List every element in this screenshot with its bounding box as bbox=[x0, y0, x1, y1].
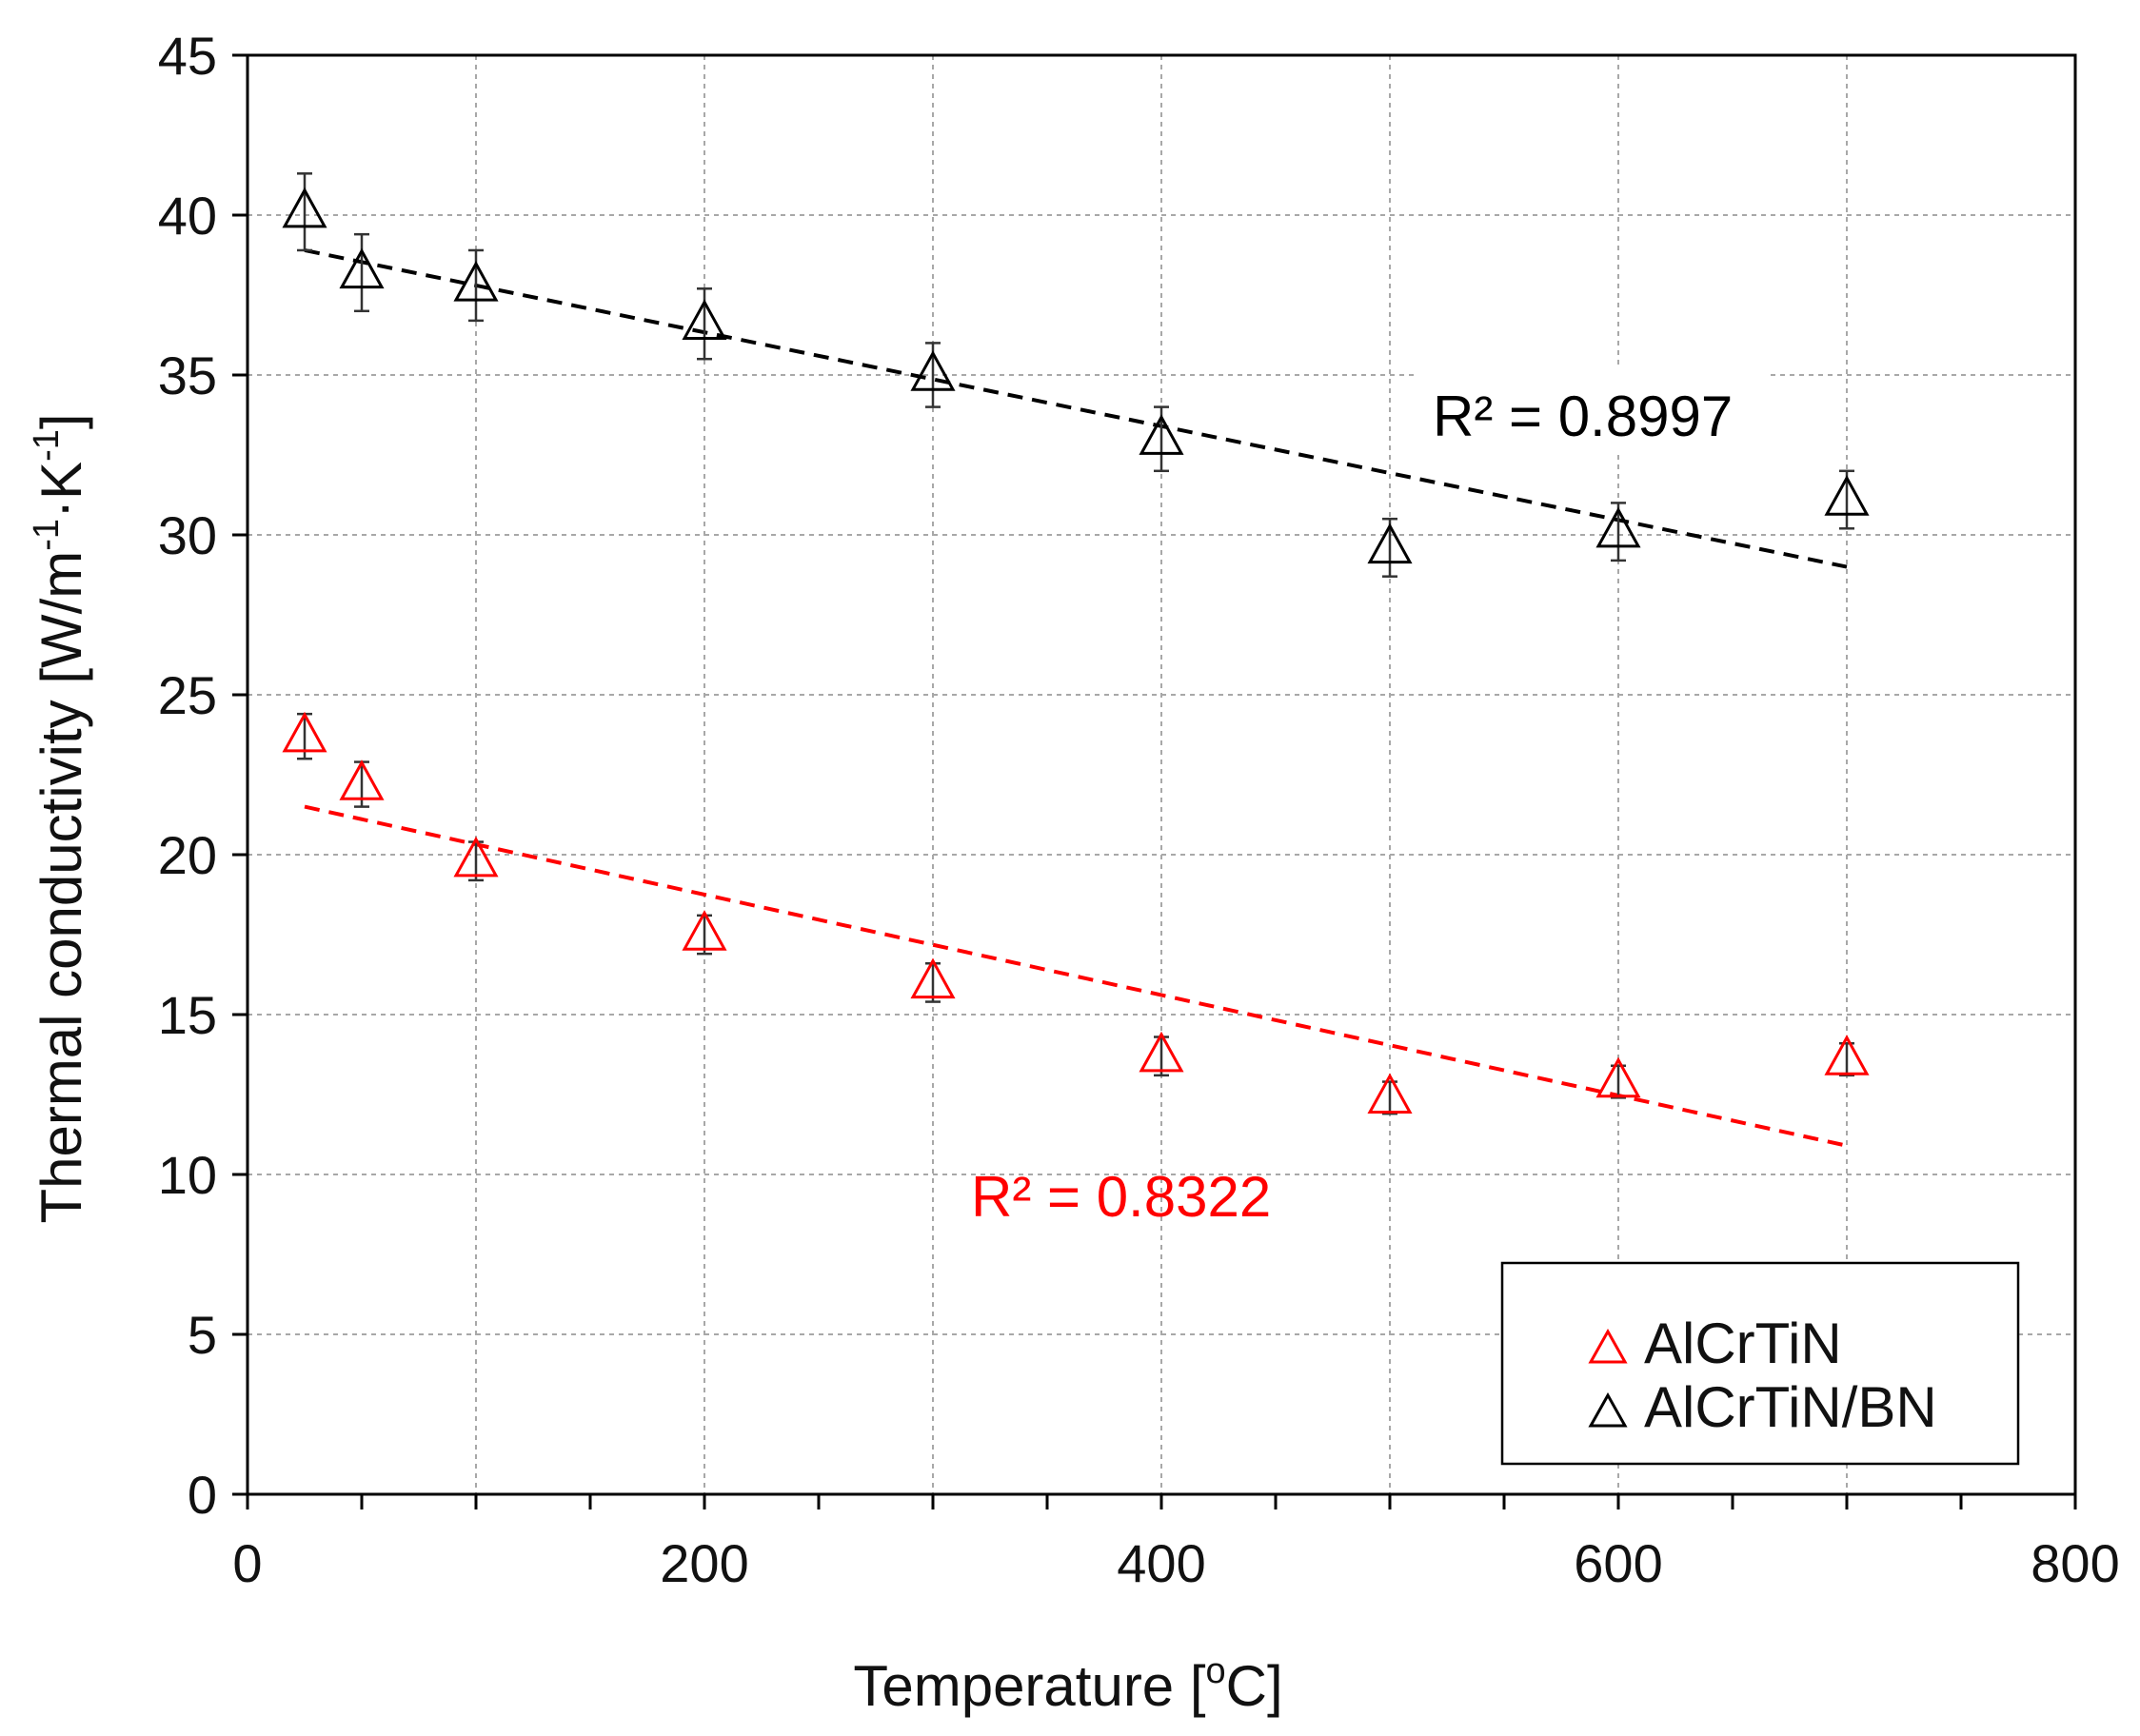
x-tick-label: 600 bbox=[1574, 1533, 1662, 1593]
marker-triangle bbox=[1139, 414, 1184, 455]
data-point-alcrtin-bn bbox=[282, 172, 327, 252]
marker-triangle bbox=[282, 711, 327, 753]
data-point-alcrtin-bn bbox=[453, 248, 499, 323]
trendline-alcrtin-bn bbox=[304, 248, 1848, 569]
data-point-alcrtin bbox=[1139, 1031, 1184, 1077]
data-point-alcrtin-bn bbox=[910, 342, 956, 408]
legend: AlCrTiN AlCrTiN/BN bbox=[1500, 1261, 2020, 1466]
y-tick-label: 0 bbox=[188, 1465, 217, 1525]
marker-triangle bbox=[682, 910, 727, 951]
marker-triangle bbox=[910, 957, 956, 999]
data-point-alcrtin-bn bbox=[1367, 517, 1413, 578]
marker-triangle bbox=[682, 299, 727, 340]
legend-marker-alcrtin bbox=[1588, 1328, 1628, 1364]
data-point-alcrtin bbox=[910, 957, 956, 1003]
data-point-alcrtin bbox=[1595, 1056, 1641, 1099]
x-tick-label: 200 bbox=[660, 1533, 748, 1593]
marker-triangle bbox=[1367, 523, 1413, 564]
marker-triangle bbox=[339, 760, 385, 800]
data-points bbox=[282, 172, 1870, 1115]
marker-triangle bbox=[1367, 1073, 1413, 1115]
legend-label-alcrtin: AlCrTiN bbox=[1644, 1312, 1842, 1375]
r2-label-alcrtin-bn: R² = 0.8997 bbox=[1433, 385, 1733, 448]
y-tick-label: 25 bbox=[158, 665, 217, 725]
y-tick-label: 45 bbox=[158, 26, 217, 86]
x-axis-title: Temperature [oC] bbox=[853, 1651, 1282, 1718]
x-tick-label: 0 bbox=[232, 1533, 262, 1593]
y-tick-label: 20 bbox=[158, 825, 217, 885]
legend-marker-alcrtin-bn bbox=[1588, 1391, 1628, 1428]
marker-triangle bbox=[1139, 1031, 1184, 1073]
marker-triangle bbox=[282, 187, 327, 228]
grid bbox=[248, 55, 2075, 1494]
data-point-alcrtin bbox=[682, 910, 727, 956]
y-tick-label: 5 bbox=[188, 1305, 217, 1365]
y-tick-label: 10 bbox=[158, 1145, 217, 1205]
data-point-alcrtin-bn bbox=[1824, 469, 1870, 530]
data-point-alcrtin bbox=[1824, 1035, 1870, 1077]
marker-triangle bbox=[910, 350, 956, 391]
r2-bn-background bbox=[1418, 366, 1771, 452]
marker-triangle bbox=[339, 247, 385, 289]
marker-triangle bbox=[1824, 1035, 1870, 1075]
x-tick-label: 400 bbox=[1117, 1533, 1205, 1593]
data-point-alcrtin-bn bbox=[1595, 502, 1641, 562]
data-point-alcrtin-bn bbox=[339, 232, 385, 313]
data-point-alcrtin bbox=[282, 711, 327, 760]
x-tick-label: 800 bbox=[2031, 1533, 2119, 1593]
data-point-alcrtin-bn bbox=[682, 287, 727, 361]
axes: 0 5 10 15 20 25 30 35 40 45 0 200 400 600 800 bbox=[158, 26, 2120, 1593]
y-axis-title: Thermal conductivity [W/m-1·K-1] bbox=[27, 413, 93, 1223]
marker-triangle bbox=[453, 836, 499, 878]
data-point-alcrtin bbox=[1367, 1073, 1413, 1115]
y-tick-label: 30 bbox=[158, 505, 217, 565]
y-tick-label: 15 bbox=[158, 985, 217, 1045]
y-tick-label: 35 bbox=[158, 345, 217, 405]
trendlines bbox=[304, 248, 1848, 1148]
marker-triangle bbox=[453, 261, 499, 302]
data-point-alcrtin-bn bbox=[1139, 405, 1184, 473]
y-tick-label: 40 bbox=[158, 186, 217, 246]
data-point-alcrtin bbox=[339, 760, 385, 808]
trendline-alcrtin bbox=[304, 804, 1848, 1148]
marker-triangle bbox=[1595, 1056, 1641, 1098]
marker-triangle bbox=[1824, 475, 1870, 516]
legend-box bbox=[1500, 1261, 2020, 1466]
legend-label-alcrtin-bn: AlCrTiN/BN bbox=[1644, 1375, 1937, 1439]
r2-label-alcrtin: R² = 0.8322 bbox=[971, 1165, 1271, 1229]
marker-triangle bbox=[1595, 506, 1641, 548]
data-point-alcrtin bbox=[453, 836, 499, 882]
